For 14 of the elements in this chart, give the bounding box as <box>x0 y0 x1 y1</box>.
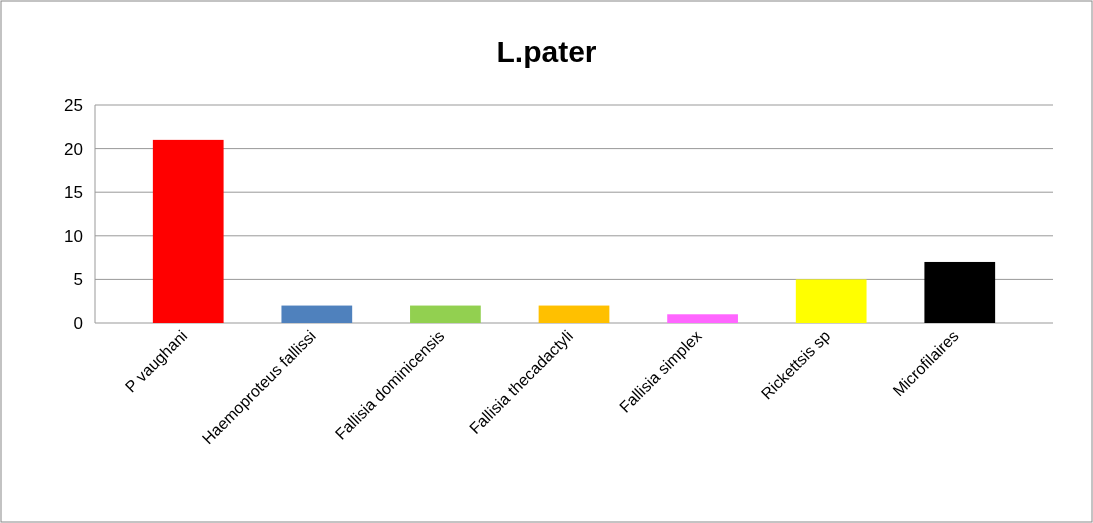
y-tick-label: 10 <box>64 226 83 246</box>
y-tick-label: 20 <box>64 139 83 159</box>
bar <box>924 261 996 323</box>
y-tick-label: 5 <box>73 270 83 290</box>
bar <box>538 305 610 323</box>
bar <box>667 314 738 323</box>
y-tick-label: 15 <box>64 183 83 203</box>
y-tick-label: 25 <box>64 95 83 115</box>
bar <box>281 305 353 323</box>
y-tick-label: 0 <box>73 313 83 333</box>
chart-title: L.pater <box>496 35 597 68</box>
bar <box>795 279 867 323</box>
bar <box>152 139 224 323</box>
bar <box>410 305 481 323</box>
